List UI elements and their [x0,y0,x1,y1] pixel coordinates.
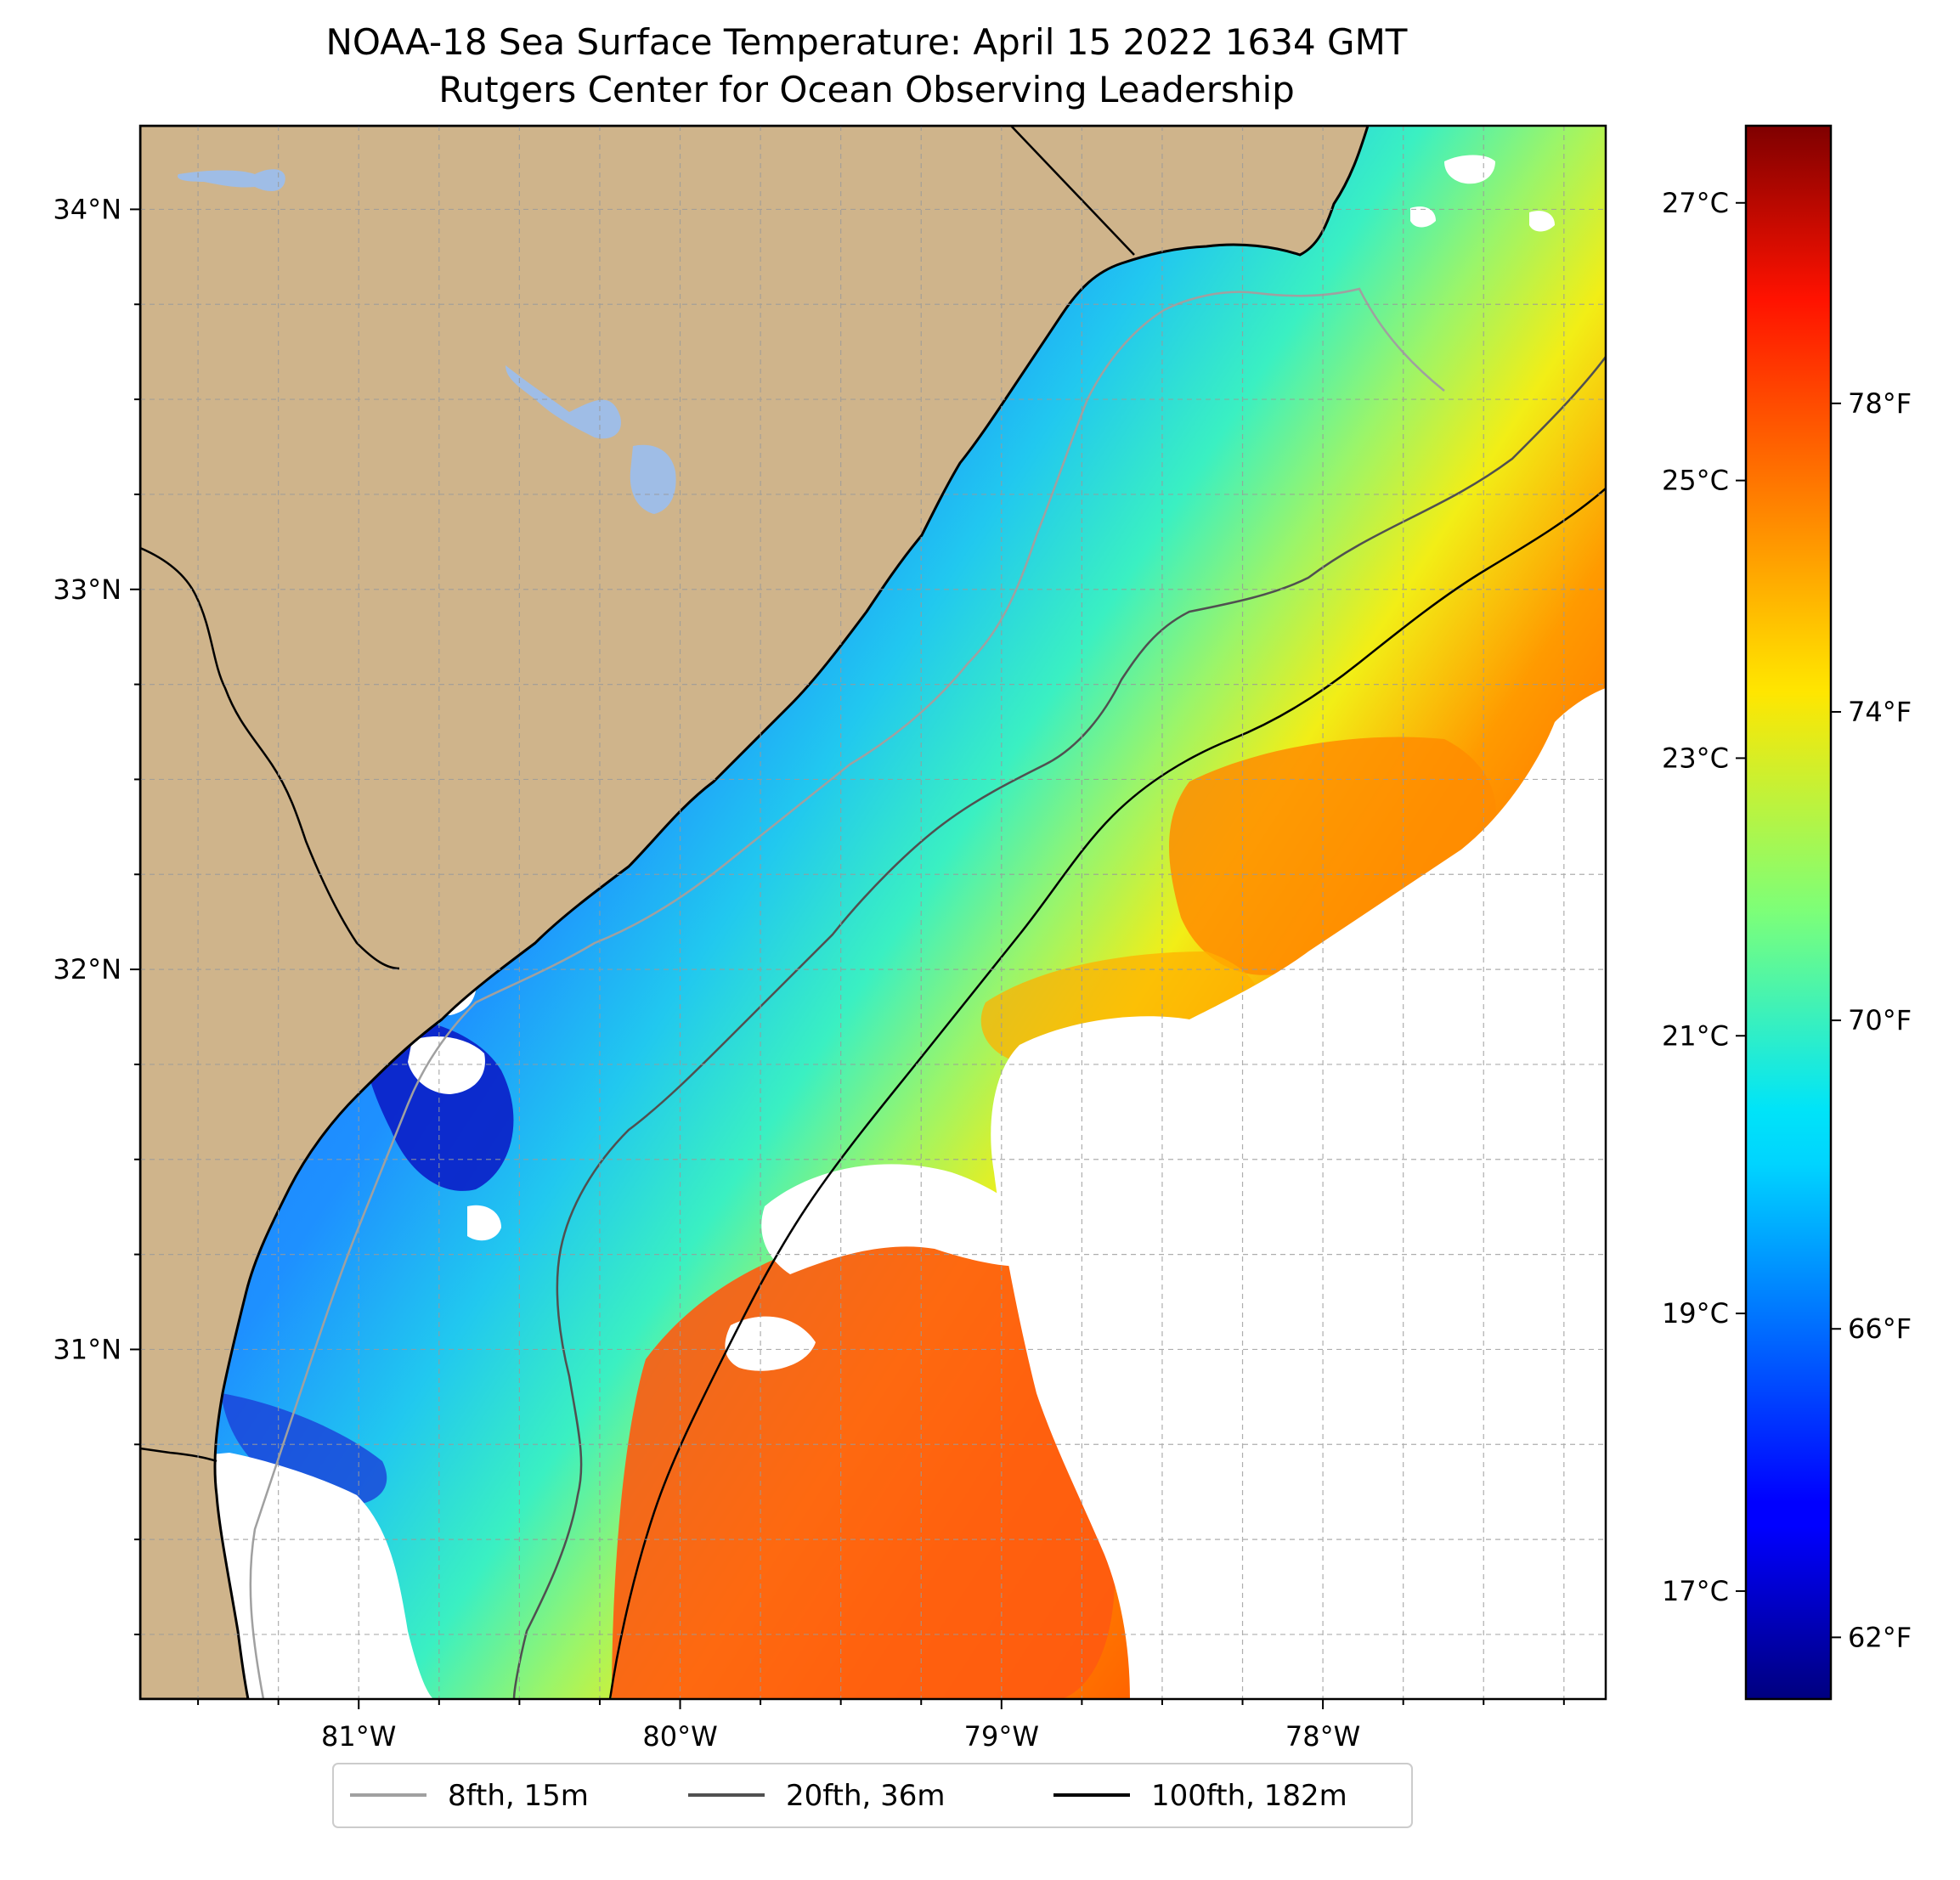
colorbar-fahrenheit-label: 78°F [1848,387,1912,420]
lake [630,444,676,514]
lon-tick-label: 78°W [1285,1720,1360,1753]
colorbar-fahrenheit-label: 66°F [1848,1313,1912,1345]
title-line-1: NOAA-18 Sea Surface Temperature: April 1… [326,21,1408,63]
colorbar-fahrenheit-label: 62°F [1848,1621,1912,1653]
colorbar-celsius-label: 25°C [1662,465,1729,497]
land-mass [140,126,1370,1699]
lon-tick-label: 80°W [642,1720,717,1753]
map-frame [138,124,1607,1701]
lat-tick-label: 33°N [53,573,121,606]
colorbar-celsius-label: 23°C [1662,742,1729,774]
state-border [140,546,400,970]
colorbar-celsius-label: 27°C [1662,187,1729,219]
state-border [1010,126,1135,256]
state-border [140,1447,217,1463]
cold-water-patch [221,1393,387,1506]
legend-box [332,1763,1413,1828]
isobath-legend: 8fth, 15m 20fth, 36m 100fth, 182m [332,1763,1413,1828]
lat-tick-label: 31°N [53,1333,121,1365]
colorbar-fahrenheit-label: 74°F [1848,696,1912,728]
gridlines [140,126,1606,1699]
lon-tick-label: 79°W [964,1720,1039,1753]
legend-label: 8fth, 15m [448,1779,589,1813]
lat-tick-label: 34°N [53,193,121,225]
lon-tick-label: 81°W [321,1720,396,1753]
lake [178,169,285,191]
colorbar-fahrenheit-label: 70°F [1848,1004,1912,1036]
colorbar-celsius-label: 19°C [1662,1297,1729,1330]
map-panel [140,126,1606,1699]
lake [506,365,621,439]
legend-label: 20fth, 36m [786,1779,946,1813]
colorbar-fahrenheit-axis: 78°F 74°F 70°F 66°F 62°F [1831,387,1912,1653]
lat-tick-label: 32°N [53,953,121,985]
legend-label: 100fth, 182m [1151,1779,1347,1813]
isobath-20fth [512,356,1606,1699]
colorbar-celsius-axis: 27°C 25°C 23°C 21°C 19°C 17°C [1662,187,1746,1607]
latitude-axis: 34°N 33°N 32°N 31°N [53,193,140,1635]
colorbar-celsius-label: 21°C [1662,1019,1729,1052]
colorbar [1744,124,1833,1701]
title-line-2: Rutgers Center for Ocean Observing Leade… [438,69,1295,110]
warm-water-patch [1169,737,1496,975]
isobath-100fth [608,488,1606,1699]
colorbar-celsius-label: 17°C [1662,1575,1729,1607]
longitude-axis: 81°W 80°W 79°W 78°W [197,1699,1565,1753]
isobath-8fth [249,287,1445,1699]
